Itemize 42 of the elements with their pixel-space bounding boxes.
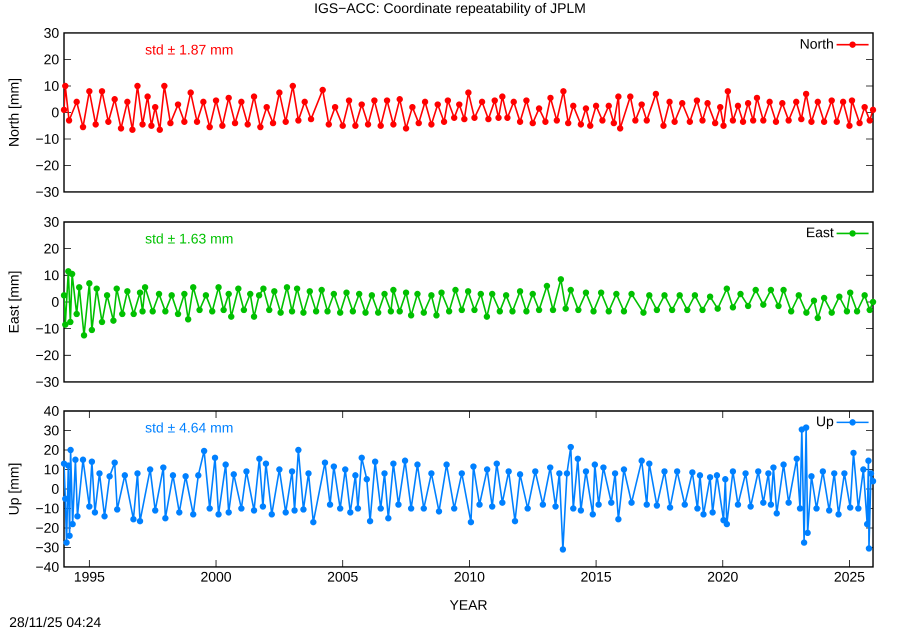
y-axis-title: Up [mm]	[8, 464, 22, 514]
legend-label: North	[800, 38, 833, 49]
x-tick-label: 2000	[201, 572, 231, 582]
y-tick-label: −20	[36, 160, 59, 170]
annotation: std ± 1.63 mm	[146, 233, 232, 244]
y-tick-label: −20	[36, 523, 59, 533]
text: 28/11/25 04:24	[10, 616, 101, 628]
y-axis-title: East [mm]	[8, 272, 22, 332]
y-tick-label: 10	[44, 81, 59, 91]
y-tick-label: 10	[44, 464, 59, 474]
y-tick-label: −10	[36, 134, 59, 144]
y-tick-label: 0	[52, 108, 59, 118]
y-tick-label: 10	[44, 270, 59, 280]
legend-label: East	[807, 228, 834, 238]
annotation: std ± 4.64 mm	[146, 422, 232, 433]
y-tick-label: −10	[36, 504, 59, 514]
y-tick-label: −30	[36, 187, 59, 197]
y-tick-label: 0	[52, 484, 59, 494]
y-tick-label: 20	[44, 244, 59, 254]
x-axis-title: YEAR	[450, 600, 487, 610]
legend-label: Up	[817, 416, 834, 430]
y-tick-label: −40	[36, 562, 59, 572]
y-tick-label: 30	[44, 217, 59, 227]
y-tick-label: −30	[36, 377, 59, 387]
x-tick-label: 2005	[328, 572, 358, 582]
x-tick-label: 1995	[74, 572, 104, 582]
y-tick-label: 40	[44, 406, 59, 416]
y-tick-label: 20	[44, 54, 59, 64]
chart-title: IGS−ACC: Coordinate repeatability of JPLM	[315, 2, 585, 16]
y-tick-label: −20	[36, 350, 59, 360]
x-tick-label: 2015	[581, 572, 612, 582]
y-tick-label: 30	[44, 426, 59, 436]
x-tick-label: 2025	[834, 572, 864, 582]
x-tick-label: 2010	[454, 572, 484, 582]
y-tick-label: 30	[44, 28, 59, 38]
annotation: std ± 1.87 mm	[146, 44, 232, 55]
y-axis-title: North [mm]	[8, 79, 22, 146]
y-tick-label: −30	[36, 542, 59, 552]
y-tick-label: 0	[52, 297, 59, 307]
y-tick-label: 20	[44, 445, 59, 455]
x-tick-label: 2020	[708, 572, 738, 582]
y-tick-label: −10	[36, 324, 59, 334]
